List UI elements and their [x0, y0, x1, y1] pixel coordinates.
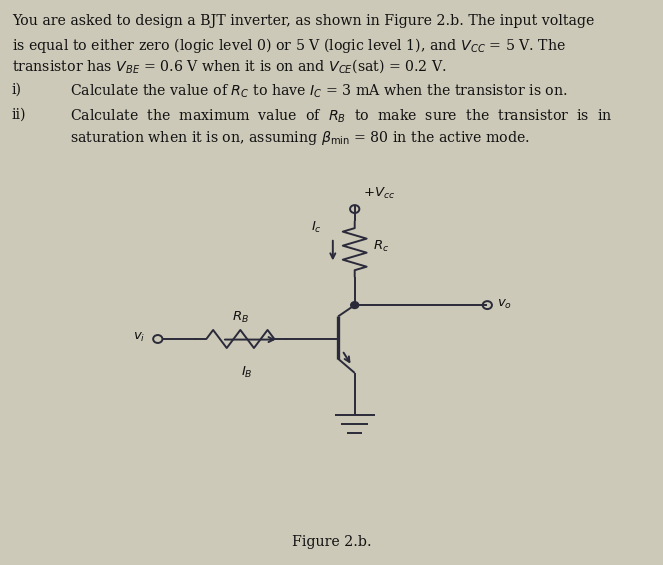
Text: You are asked to design a BJT inverter, as shown in Figure 2.b. The input voltag: You are asked to design a BJT inverter, … — [12, 14, 594, 28]
Text: Figure 2.b.: Figure 2.b. — [292, 535, 371, 549]
Text: ii): ii) — [12, 107, 27, 121]
Text: $+V_{cc}$: $+V_{cc}$ — [363, 186, 395, 201]
Text: is equal to either zero (logic level 0) or 5 V (logic level 1), and $V_{CC}$ = 5: is equal to either zero (logic level 0) … — [12, 36, 566, 55]
Text: $R_c$: $R_c$ — [373, 239, 389, 254]
Text: $R_B$: $R_B$ — [232, 310, 249, 325]
Text: i): i) — [12, 83, 22, 97]
Text: transistor has $V_{BE}$ = 0.6 V when it is on and $V_{CE}$(sat) = 0.2 V.: transistor has $V_{BE}$ = 0.6 V when it … — [12, 57, 447, 75]
Text: saturation when it is on, assuming $\beta_{\rm min}$ = 80 in the active mode.: saturation when it is on, assuming $\bet… — [70, 129, 530, 147]
Text: $v_i$: $v_i$ — [133, 331, 146, 345]
Text: $v_o$: $v_o$ — [497, 297, 512, 311]
Text: Calculate the value of $R_C$ to have $I_C$ = 3 mA when the transistor is on.: Calculate the value of $R_C$ to have $I_… — [70, 83, 568, 100]
Circle shape — [351, 302, 359, 308]
Text: $I_c$: $I_c$ — [311, 220, 322, 235]
Text: Calculate  the  maximum  value  of  $R_B$  to  make  sure  the  transistor  is  : Calculate the maximum value of $R_B$ to … — [70, 107, 612, 125]
Text: $I_B$: $I_B$ — [241, 364, 253, 380]
